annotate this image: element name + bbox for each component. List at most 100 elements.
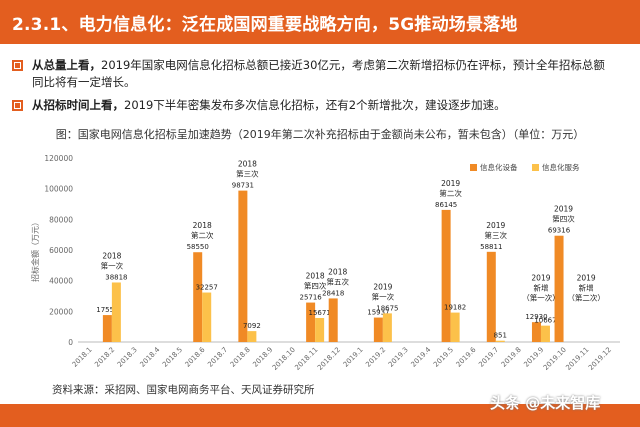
x-tick-label: 2019.1 — [342, 346, 365, 369]
bullet-total: 从总量上看，2019年国家电网信息化招标总额已接近30亿元，考虑第二次新增招标仍… — [12, 57, 612, 91]
bullet-timing-lead: 从招标时间上看， — [32, 98, 124, 112]
bar-annotation: 第四次 — [552, 214, 575, 224]
data-label-equipment: 28418 — [322, 289, 344, 297]
bar-annotation: 2018 — [328, 267, 347, 276]
x-tick-label: 2019.12 — [587, 346, 613, 372]
bar-annotation: 第五次 — [326, 276, 349, 286]
bar-annotation: 第三次 — [236, 169, 259, 179]
bar-equipment — [441, 209, 451, 342]
bar-service — [111, 282, 121, 342]
bar-service — [247, 331, 257, 342]
bullet-square-icon — [12, 60, 23, 71]
x-tick-label: 2019.4 — [409, 345, 432, 368]
bar-annotation: 2019 — [554, 205, 573, 214]
data-label-service: 10667 — [534, 317, 556, 325]
x-tick-label: 2018.8 — [229, 346, 252, 369]
bullet-total-lead: 从总量上看， — [32, 58, 101, 72]
data-label-service: 18675 — [376, 304, 398, 312]
data-label-equipment: 58550 — [187, 243, 209, 251]
bar-annotation: 第一次 — [101, 260, 124, 270]
bar-annotation: 2019 — [577, 273, 596, 282]
legend-swatch — [532, 164, 539, 171]
x-tick-label: 2018.10 — [271, 346, 297, 372]
y-tick-label: 40000 — [49, 277, 73, 286]
x-tick-label: 2018.4 — [138, 345, 161, 368]
x-tick-label: 2018.2 — [93, 346, 116, 369]
data-label-service: 38818 — [105, 273, 127, 281]
bar-annotation: 第一次 — [372, 291, 395, 301]
bar-equipment — [531, 322, 541, 342]
x-tick-label: 2019.2 — [364, 346, 387, 369]
data-label-equipment: 25716 — [299, 294, 322, 302]
bar-service — [495, 340, 505, 342]
title-bar — [0, 0, 640, 44]
bar-annotation: 2019 — [441, 179, 460, 188]
x-tick-label: 2018.6 — [184, 345, 207, 368]
data-label-equipment: 86145 — [435, 201, 457, 209]
data-label-service: 15671 — [308, 309, 330, 317]
data-label-service: 7092 — [243, 322, 261, 330]
x-tick-label: 2018.5 — [161, 346, 184, 369]
bar-equipment — [554, 235, 564, 342]
data-label-equipment: 15937 — [367, 309, 389, 317]
bar-annotation: 2018 — [238, 160, 257, 169]
x-tick-label: 2019.7 — [477, 346, 500, 369]
y-tick-label: 0 — [68, 338, 73, 347]
x-tick-label: 2019.10 — [542, 346, 568, 372]
bar-annotation: 第二次 — [439, 188, 462, 198]
bullet-timing-body: 2019下半年密集发布多次信息化招标，还有2个新增批次，建设逐步加速。 — [124, 98, 506, 112]
y-tick-label: 20000 — [49, 307, 73, 316]
bar-annotation: 2018 — [102, 251, 121, 260]
y-tick-label: 100000 — [44, 185, 73, 194]
legend-swatch — [470, 164, 477, 171]
legend-label: 信息化设备 — [480, 162, 518, 172]
footer-bar — [0, 404, 640, 427]
bar-annotation: 2019 — [486, 221, 505, 230]
bar-equipment — [306, 302, 316, 342]
bar-service — [540, 325, 550, 342]
bar-equipment — [193, 252, 203, 342]
y-tick-label: 80000 — [49, 215, 73, 224]
x-tick-label: 2018.1 — [71, 346, 94, 369]
x-tick-label: 2018.3 — [116, 346, 139, 369]
bar-annotation: 第四次 — [304, 281, 327, 291]
bar-annotation: （第二次） — [567, 292, 605, 302]
bar-equipment — [373, 317, 383, 342]
data-label-service: 32257 — [196, 284, 218, 292]
data-label-equipment: 17554 — [96, 306, 119, 314]
x-tick-label: 2019.5 — [432, 346, 455, 369]
bullet-timing-text: 从招标时间上看，2019下半年密集发布多次信息化招标，还有2个新增批次，建设逐步… — [32, 97, 612, 114]
bar-equipment — [238, 190, 248, 342]
bar-annotation: 2018 — [306, 272, 325, 281]
source-note: 资料来源：采招网、国家电网商务平台、天风证券研究所 — [52, 384, 315, 396]
data-label-service: 851 — [494, 332, 507, 340]
x-tick-label: 2018.7 — [206, 346, 229, 369]
page-title: 2.3.1、电力信息化：泛在成国网重要战略方向，5G推动场景落地 — [12, 15, 518, 35]
data-label-equipment: 58811 — [480, 243, 502, 251]
bar-annotation: （第一次） — [522, 292, 560, 302]
legend-label: 信息化服务 — [542, 162, 580, 172]
bar-annotation: 新增 — [579, 282, 594, 292]
data-label-service: 19182 — [444, 304, 466, 312]
data-label-equipment: 98731 — [232, 182, 254, 190]
bar-equipment — [486, 251, 496, 342]
bar-annotation: 2019 — [531, 273, 550, 282]
x-tick-label: 2019.11 — [564, 346, 590, 372]
x-tick-label: 2019.8 — [500, 346, 523, 369]
bar-equipment — [328, 298, 338, 342]
bullet-square-icon — [12, 100, 23, 111]
y-tick-label: 120000 — [44, 154, 73, 163]
x-tick-label: 2019.3 — [387, 346, 410, 369]
bar-equipment — [102, 315, 112, 342]
bar-annotation: 第二次 — [191, 230, 214, 240]
chart-caption: 图：国家电网信息化招标呈加速趋势（2019年第二次补充招标由于金额尚未公布，暂未… — [55, 128, 585, 141]
watermark: 头条 @未来智库 — [490, 394, 601, 412]
y-axis-label: 招标金额（万元） — [30, 218, 40, 282]
bar-service — [382, 313, 392, 342]
data-label-equipment: 12930 — [525, 313, 547, 321]
bar-annotation: 新增 — [533, 282, 548, 292]
bar-service — [202, 292, 212, 342]
bar-annotation: 2019 — [373, 282, 392, 291]
bar-service — [450, 312, 460, 342]
